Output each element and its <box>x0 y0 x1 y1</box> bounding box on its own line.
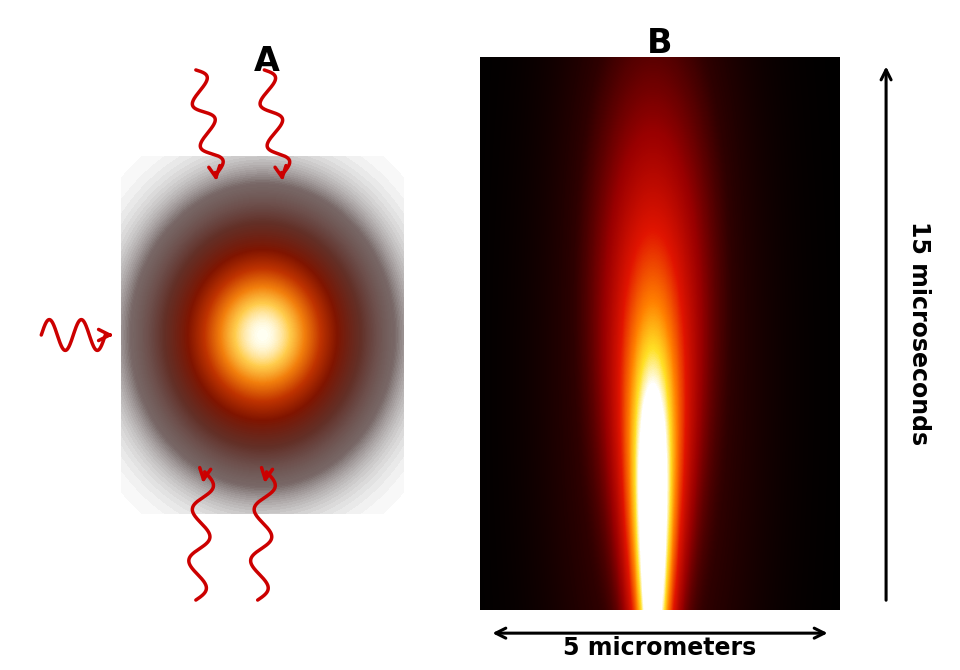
Text: 15 microseconds: 15 microseconds <box>907 221 931 446</box>
Text: 5 micrometers: 5 micrometers <box>564 636 756 660</box>
Text: A: A <box>253 46 279 78</box>
Text: B: B <box>647 27 673 60</box>
